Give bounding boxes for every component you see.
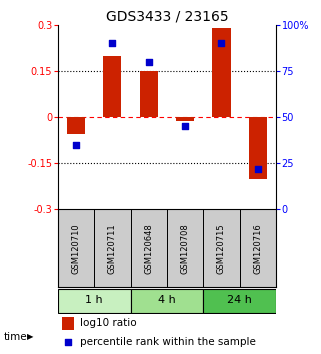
Text: 4 h: 4 h (158, 295, 176, 305)
Text: GSM120715: GSM120715 (217, 223, 226, 274)
Bar (203, 210, 240, 287)
Bar (94, 210, 131, 287)
Text: log10 ratio: log10 ratio (80, 319, 136, 329)
Text: GSM120708: GSM120708 (181, 223, 190, 274)
Bar (140, 71, 158, 117)
Text: ▶: ▶ (27, 332, 34, 341)
Point (110, 40, 115, 46)
Bar (58, 289, 131, 313)
Bar (131, 289, 203, 313)
Point (65, 339, 71, 345)
Bar (203, 289, 276, 313)
Bar (213, 28, 230, 117)
Text: GSM120710: GSM120710 (72, 223, 81, 274)
Bar (240, 210, 276, 287)
Point (183, 124, 188, 129)
Text: 1 h: 1 h (85, 295, 103, 305)
Text: time: time (3, 332, 27, 342)
Point (219, 40, 224, 46)
Bar (103, 56, 121, 117)
Text: GSM120648: GSM120648 (144, 223, 153, 274)
Bar (167, 210, 203, 287)
Bar (67, 117, 85, 134)
Bar (62, 316, 74, 330)
Text: GSM120711: GSM120711 (108, 223, 117, 274)
Title: GDS3433 / 23165: GDS3433 / 23165 (106, 10, 228, 24)
Text: percentile rank within the sample: percentile rank within the sample (80, 337, 256, 347)
Point (74, 142, 79, 148)
Text: 24 h: 24 h (227, 295, 252, 305)
Point (255, 166, 260, 172)
Bar (176, 117, 194, 121)
Bar (249, 117, 267, 179)
Bar (131, 210, 167, 287)
Text: GSM120716: GSM120716 (253, 223, 262, 274)
Point (146, 59, 151, 64)
Bar (58, 210, 94, 287)
